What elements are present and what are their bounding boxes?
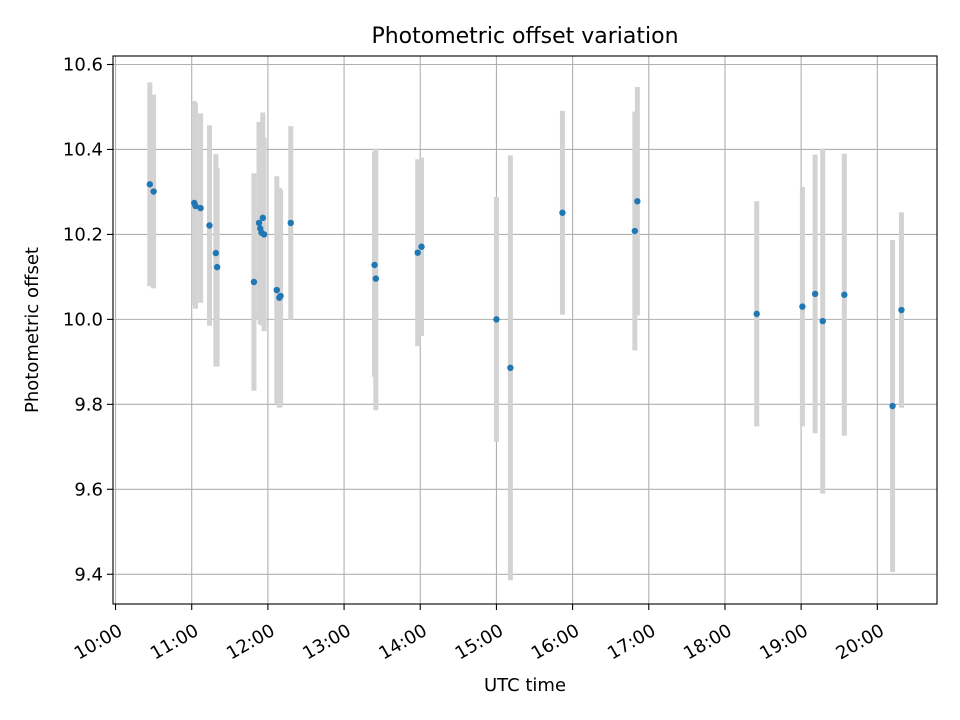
y-tick-label: 9.4 [74,564,103,585]
data-point [259,214,267,222]
data-point [799,303,806,310]
y-tick-label: 9.6 [74,479,103,500]
y-tick-label: 10.0 [63,309,103,330]
data-point [634,198,641,205]
data-point [898,306,905,314]
y-tick-label: 10.2 [63,224,103,245]
data-point [277,292,284,300]
x-axis-label: UTC time [484,675,566,696]
data-point [753,310,760,318]
data-point [372,275,380,282]
data-point [260,231,268,238]
data-point [889,402,896,410]
data-point [197,204,204,212]
y-tick-label: 9.8 [74,394,103,415]
data-point [250,278,258,286]
data-point [819,317,826,325]
y-axis-ticks: 9.4 9.6 9.8 10.0 10.2 10.4 10.6 [63,54,113,585]
y-axis-label: Photometric offset [22,247,43,413]
data-point [287,219,294,227]
chart-title: Photometric offset variation [371,24,678,49]
grid-lines [113,56,937,604]
data-point [213,263,221,271]
data-point [414,249,421,256]
data-points [146,181,905,410]
data-point [150,188,157,195]
data-point [418,243,425,250]
data-point [273,286,280,294]
data-point [493,316,500,323]
data-point [206,222,213,229]
data-point [146,181,154,188]
plot-frame [112,55,938,605]
data-point [631,227,639,235]
y-tick-label: 10.6 [63,54,103,75]
y-tick-label: 10.4 [63,139,103,160]
data-point [371,261,378,269]
data-point [212,249,220,257]
data-point [559,209,566,216]
data-point [811,290,819,298]
data-point [255,219,263,227]
data-point [841,291,848,298]
data-point [192,202,199,210]
data-point [507,364,514,372]
plot-area [113,56,937,604]
